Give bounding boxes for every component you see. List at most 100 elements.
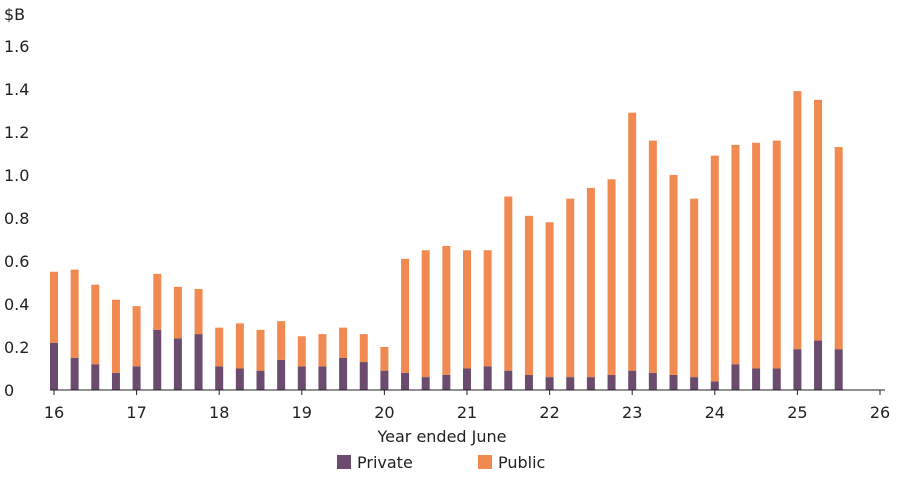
bar-public [442, 245, 451, 375]
bar-private [339, 357, 348, 390]
y-axis-ticks: 0 0.2 0.4 0.6 0.8 1.0 1.2 1.4 1.6 [4, 37, 29, 400]
bar-public [359, 334, 368, 363]
x-tick-label: 23 [622, 403, 642, 422]
bar-private [442, 374, 451, 390]
bar-private [586, 377, 595, 390]
bar-private [421, 377, 430, 390]
legend-swatch-public [478, 455, 492, 469]
bar-private [132, 366, 141, 390]
bar-public [731, 144, 740, 365]
x-tick-label: 24 [705, 403, 725, 422]
bar-private [710, 381, 719, 390]
y-tick-label: 0.8 [4, 209, 29, 228]
bar-private [318, 366, 327, 390]
bar-private [483, 366, 492, 390]
bar-public [752, 142, 761, 369]
bar-private [173, 338, 182, 390]
bar-public [421, 250, 430, 378]
bar-public [648, 140, 657, 373]
bar-public [380, 347, 389, 371]
bar-private [111, 372, 120, 390]
x-tick-label: 19 [292, 403, 312, 422]
bar-private [731, 364, 740, 390]
x-axis-ticks: 16 17 18 19 20 21 22 23 24 25 26 [44, 390, 890, 422]
bar-public [504, 196, 513, 371]
bar-public [297, 336, 306, 367]
bar-private [545, 377, 554, 390]
bar-public [50, 271, 58, 343]
bar-public [111, 299, 120, 373]
bar-public [339, 327, 348, 358]
bar-public [318, 334, 327, 367]
bar-private [814, 340, 823, 390]
bar-private [463, 368, 471, 390]
bar-public [628, 112, 637, 371]
y-tick-label: 1.6 [4, 37, 29, 56]
y-tick-label: 0.6 [4, 252, 29, 271]
bar-public [153, 273, 162, 330]
bar-private [91, 364, 100, 390]
x-tick-label: 26 [870, 403, 890, 422]
y-tick-label: 1.0 [4, 166, 29, 185]
bar-private [401, 372, 410, 390]
bar-public [545, 222, 554, 378]
bar-private [752, 368, 761, 390]
bar-public [772, 140, 781, 369]
bar-public [215, 327, 224, 367]
bar-private [380, 370, 389, 390]
x-tick-label: 20 [374, 403, 394, 422]
bar-public [132, 306, 141, 367]
bar-private [834, 349, 843, 390]
bar-public [793, 91, 802, 350]
y-tick-label: 1.4 [4, 80, 29, 99]
y-tick-label: 0.2 [4, 338, 29, 357]
legend-swatch-private [337, 455, 351, 469]
bar-private [256, 370, 265, 390]
bar-public [483, 250, 492, 367]
y-tick-label: 0.4 [4, 295, 29, 314]
bar-public [586, 187, 595, 378]
bar-public [401, 258, 410, 373]
bar-public [277, 321, 286, 360]
y-axis-unit-label: $B [4, 5, 25, 24]
bar-public [91, 284, 100, 365]
bar-public [566, 198, 575, 378]
bar-public [70, 269, 79, 358]
bar-private [359, 362, 368, 390]
bar-public [173, 286, 182, 339]
legend-label-public: Public [498, 453, 545, 472]
x-axis-title: Year ended June [376, 427, 506, 446]
bar-public [690, 198, 699, 378]
bar-private [50, 342, 58, 390]
x-tick-label: 16 [44, 403, 64, 422]
legend: Private Public [337, 453, 545, 472]
bar-public [194, 288, 203, 335]
bar-private [297, 366, 306, 390]
bar-private [70, 357, 79, 390]
bar-public [669, 175, 678, 375]
bar-private [153, 329, 162, 390]
y-tick-label: 1.2 [4, 123, 29, 142]
bar-private [690, 377, 699, 390]
bar-public [834, 147, 843, 350]
bar-private [566, 377, 575, 390]
bar-private [607, 374, 616, 390]
x-tick-label: 18 [209, 403, 229, 422]
x-tick-label: 21 [457, 403, 477, 422]
bar-private [524, 374, 533, 390]
bar-private [277, 359, 286, 390]
bar-private [669, 374, 678, 390]
bar-private [194, 334, 203, 390]
bar-private [628, 370, 637, 390]
bar-public [463, 250, 471, 369]
bar-private [235, 368, 244, 390]
bar-private [215, 366, 224, 390]
y-tick-label: 0 [4, 381, 14, 400]
bar-public [814, 99, 823, 341]
bar-private [793, 349, 802, 390]
bar-public [256, 329, 265, 371]
legend-label-private: Private [357, 453, 413, 472]
bar-private [772, 368, 781, 390]
bar-public [607, 179, 616, 375]
